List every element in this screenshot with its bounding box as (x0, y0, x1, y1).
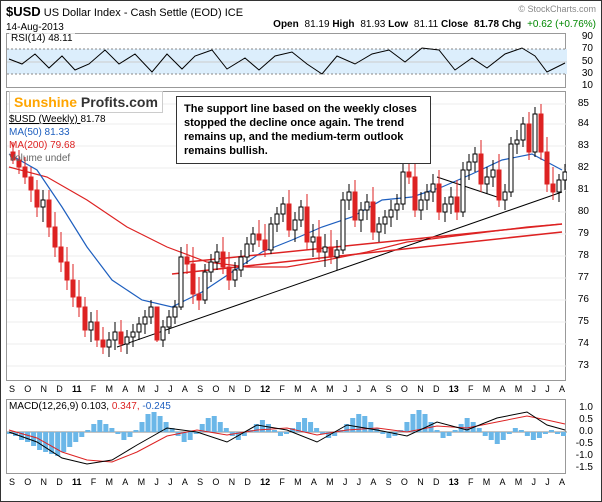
ohlc-bar: Open 81.19 High 81.93 Low 81.11 Close 81… (273, 19, 596, 30)
macd-label: MACD(12,26,9) 0.103, 0.347, -0.245 (9, 401, 171, 412)
chart-date: 14-Aug-2013 (6, 22, 64, 33)
macd-panel: MACD(12,26,9) 0.103, 0.347, -0.245 1.00.… (6, 399, 566, 474)
ticker-symbol: $USD (6, 4, 41, 19)
rsi-label: RSI(14) 48.11 (9, 33, 75, 44)
rsi-panel: RSI(14) 48.11 9070503010 (6, 33, 566, 88)
annotation-box: The support line based on the weekly clo… (176, 96, 431, 164)
time-axis-macd: SOND11FMAMJJASOND12FMAMJJASOND13FMAMJJA (7, 477, 567, 487)
time-axis: SOND11FMAMJJASOND12FMAMJJASOND13FMAMJJA (7, 384, 567, 394)
watermark: Sunshine Profits.com (9, 91, 163, 113)
ticker-name: US Dollar Index - Cash Settle (EOD) ICE (44, 7, 243, 19)
attribution: © StockCharts.com (518, 4, 596, 14)
chart-legend: $USD (Weekly) 81.78 MA(50) 81.33 MA(200)… (9, 113, 106, 165)
